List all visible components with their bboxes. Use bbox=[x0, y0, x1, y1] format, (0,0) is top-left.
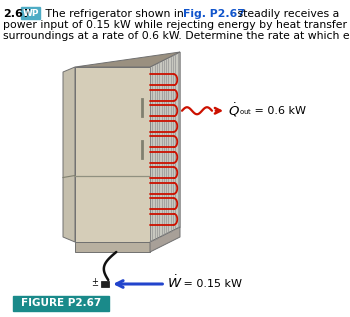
Text: = 0.15 kW: = 0.15 kW bbox=[180, 279, 242, 289]
Polygon shape bbox=[63, 67, 75, 242]
Text: Fig. P2.67: Fig. P2.67 bbox=[183, 9, 245, 19]
Text: The refrigerator shown in: The refrigerator shown in bbox=[42, 9, 187, 19]
Text: +: + bbox=[91, 277, 98, 287]
Text: surroundings at a rate of 0.6 kW. Determine the rate at which energy: surroundings at a rate of 0.6 kW. Determ… bbox=[3, 31, 350, 41]
Text: = 0.6 kW: = 0.6 kW bbox=[251, 106, 306, 116]
Text: $_\mathrm{out}$: $_\mathrm{out}$ bbox=[239, 107, 252, 117]
Text: 2.67: 2.67 bbox=[3, 9, 31, 19]
Polygon shape bbox=[150, 52, 180, 242]
Polygon shape bbox=[150, 227, 180, 252]
FancyBboxPatch shape bbox=[13, 296, 109, 311]
Polygon shape bbox=[75, 242, 150, 252]
Text: steadily receives a: steadily receives a bbox=[234, 9, 339, 19]
Text: $\dot{W}$: $\dot{W}$ bbox=[167, 275, 183, 291]
FancyBboxPatch shape bbox=[21, 7, 41, 20]
Text: −: − bbox=[91, 281, 98, 290]
Text: WP: WP bbox=[23, 9, 39, 18]
Polygon shape bbox=[75, 67, 150, 242]
Polygon shape bbox=[75, 52, 180, 67]
Text: power input of 0.15 kW while rejecting energy by heat transfer to the: power input of 0.15 kW while rejecting e… bbox=[3, 20, 350, 30]
Bar bbox=[101, 281, 109, 287]
Text: $\dot{Q}$: $\dot{Q}$ bbox=[228, 101, 240, 119]
Text: FIGURE P2.67: FIGURE P2.67 bbox=[21, 299, 101, 308]
